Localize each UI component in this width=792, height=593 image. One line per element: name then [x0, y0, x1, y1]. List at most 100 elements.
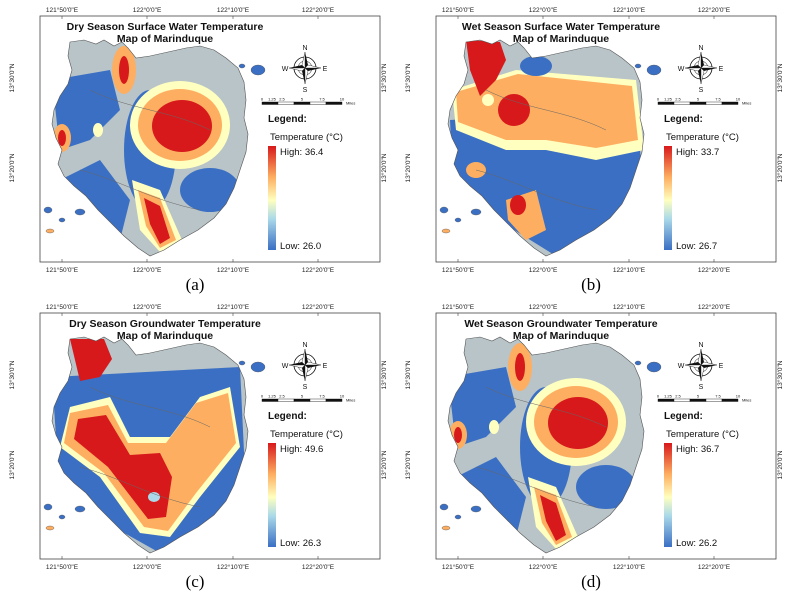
- compass-rose-icon: N S E W: [678, 342, 724, 391]
- islet: [441, 228, 451, 234]
- scale-tick: 5: [301, 394, 304, 399]
- legend-color-ramp: [268, 443, 276, 547]
- temperature-surface: [52, 337, 248, 553]
- longitude-tick-bottom: 122°20'0"E: [302, 563, 335, 571]
- hot-zone: [70, 339, 112, 381]
- hot-zone: [144, 198, 170, 244]
- latitude-tick-right: 13°20'0"N: [776, 153, 784, 182]
- compass-s: S: [303, 384, 308, 391]
- islet: [58, 217, 66, 223]
- islet: [634, 360, 642, 366]
- latitude-tick-left: 13°20'0"N: [404, 450, 412, 479]
- cool-zone: [148, 492, 160, 502]
- hot-zone: [466, 40, 506, 96]
- scale-tick: 5: [301, 97, 304, 102]
- islet: [439, 503, 449, 511]
- hot-zone: [548, 397, 608, 449]
- longitude-tick-bottom: 122°10'0"E: [217, 266, 250, 274]
- compass-n: N: [302, 45, 307, 52]
- compass-rose-icon: N S E W: [678, 45, 724, 94]
- longitude-tick-top: 122°20'0"E: [302, 6, 335, 14]
- map-svg: 121°50'0"E 121°50'0"E 122°0'0"E 122°0'0"E 12…: [8, 303, 388, 591]
- longitude-tick-bottom: 121°50'0"E: [46, 266, 79, 274]
- latitude-tick-right: 13°30'0"N: [380, 63, 388, 92]
- compass-w: W: [282, 363, 289, 370]
- islet: [45, 228, 55, 234]
- legend-heading: Legend:: [664, 114, 703, 125]
- scale-tick: 7.5: [715, 97, 721, 102]
- map-title-line2: Map of Marinduque: [117, 33, 213, 45]
- hot-zone: [498, 94, 530, 126]
- islet: [250, 64, 266, 76]
- compass-w: W: [678, 66, 685, 73]
- longitude-tick-top: 122°10'0"E: [613, 303, 646, 311]
- islet: [250, 361, 266, 373]
- longitude-tick-top: 122°20'0"E: [698, 6, 731, 14]
- cool-zone: [576, 465, 636, 509]
- longitude-tick-top: 122°10'0"E: [613, 6, 646, 14]
- scale-unit: Miles: [742, 101, 751, 106]
- panel-label: (d): [581, 572, 601, 591]
- legend-unit: Temperature (°C): [270, 429, 343, 440]
- boundary-lines: [475, 386, 607, 508]
- map-title-line1: Wet Season Groundwater Temperature: [464, 318, 657, 330]
- islet: [43, 206, 53, 214]
- cool-zone: [456, 457, 526, 537]
- scale-tick: 5: [697, 97, 700, 102]
- longitude-tick-top: 122°0'0"E: [133, 6, 162, 14]
- scale-tick: 1.25: [664, 394, 673, 399]
- hot-zone: [152, 100, 212, 152]
- hot-zone: [515, 353, 525, 381]
- islet: [634, 63, 642, 69]
- compass-s: S: [699, 384, 704, 391]
- islet: [454, 514, 462, 520]
- scale-tick: 7.5: [715, 394, 721, 399]
- islet: [441, 525, 451, 531]
- scale-tick: 0: [261, 394, 264, 399]
- compass-e: E: [719, 363, 724, 370]
- warm-zone: [456, 74, 638, 148]
- longitude-tick-top: 121°50'0"E: [46, 6, 79, 14]
- scale-unit: Miles: [346, 398, 355, 403]
- scale-tick: 1.25: [664, 97, 673, 102]
- latitude-tick-right: 13°30'0"N: [776, 63, 784, 92]
- legend-high: High: 33.7: [676, 147, 719, 158]
- legend-low: Low: 26.2: [676, 538, 717, 549]
- longitude-tick-bottom: 121°50'0"E: [442, 563, 475, 571]
- latitude-tick-left: 13°20'0"N: [404, 153, 412, 182]
- latitude-tick-left: 13°20'0"N: [8, 450, 16, 479]
- scale-tick: 7.5: [319, 394, 325, 399]
- island-outline: [447, 39, 645, 257]
- longitude-tick-bottom: 122°20'0"E: [302, 266, 335, 274]
- island-outline: [51, 39, 249, 257]
- longitude-tick-bottom: 122°0'0"E: [529, 563, 558, 571]
- map-panel-d: 121°50'0"E 121°50'0"E 122°0'0"E 122°0'0"E 12…: [396, 297, 786, 593]
- hot-zone: [74, 415, 172, 519]
- cool-zone: [60, 160, 130, 240]
- islet: [646, 361, 662, 373]
- scale-tick: 1.25: [268, 97, 277, 102]
- scale-tick: 10: [340, 97, 345, 102]
- longitude-tick-top: 122°20'0"E: [302, 303, 335, 311]
- islet: [238, 360, 246, 366]
- islet: [58, 514, 66, 520]
- legend-low: Low: 26.0: [280, 241, 321, 252]
- scale-tick: 7.5: [319, 97, 325, 102]
- longitude-tick-top: 122°0'0"E: [133, 303, 162, 311]
- islet: [74, 505, 86, 513]
- cool-zone: [180, 168, 240, 212]
- boundary-lines: [79, 386, 211, 508]
- boundary-lines: [475, 89, 607, 211]
- longitude-tick-bottom: 122°20'0"E: [698, 266, 731, 274]
- islet: [439, 206, 449, 214]
- hot-zone: [454, 427, 462, 443]
- map-title-line1: Wet Season Surface Water Temperature: [462, 21, 660, 33]
- latitude-tick-right: 13°20'0"N: [380, 450, 388, 479]
- longitude-tick-top: 121°50'0"E: [46, 303, 79, 311]
- islet: [74, 208, 86, 216]
- longitude-tick-bottom: 121°50'0"E: [442, 266, 475, 274]
- mild-zone: [489, 420, 499, 434]
